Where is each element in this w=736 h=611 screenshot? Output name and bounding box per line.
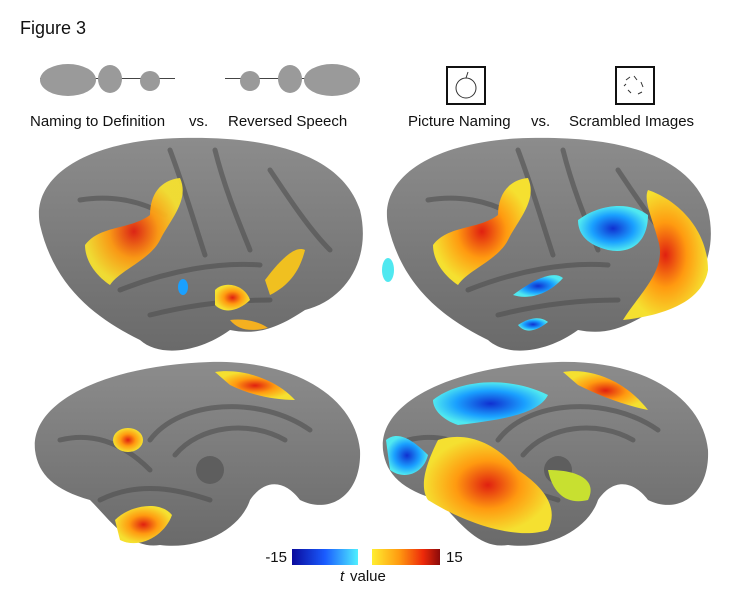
figure-title: Figure 3 [20,18,86,38]
colorbar-label: value [350,568,386,585]
brain-medial-left [35,362,360,546]
scrambled-icon [615,66,655,105]
condition-label: Picture Naming [408,113,511,130]
condition-label: Naming to Definition [30,113,165,130]
brain-medial-right [383,362,708,546]
colorbar-negative [292,549,358,565]
brain-lateral-right [382,138,711,351]
versus-label: vs. [189,113,208,130]
colorbar-min-label: -15 [265,549,287,566]
colorbar-max-label: 15 [446,549,463,566]
control-label: Reversed Speech [228,113,347,130]
versus-label: vs. [531,113,550,130]
colorbar-label-symbol: t [340,568,345,585]
reversed-waveform-icon [225,64,360,96]
picture-icon [446,66,486,105]
brain-lateral-left [39,138,363,351]
waveform-icon [40,64,175,96]
control-label: Scrambled Images [569,113,694,130]
colorbar-positive [372,549,440,565]
